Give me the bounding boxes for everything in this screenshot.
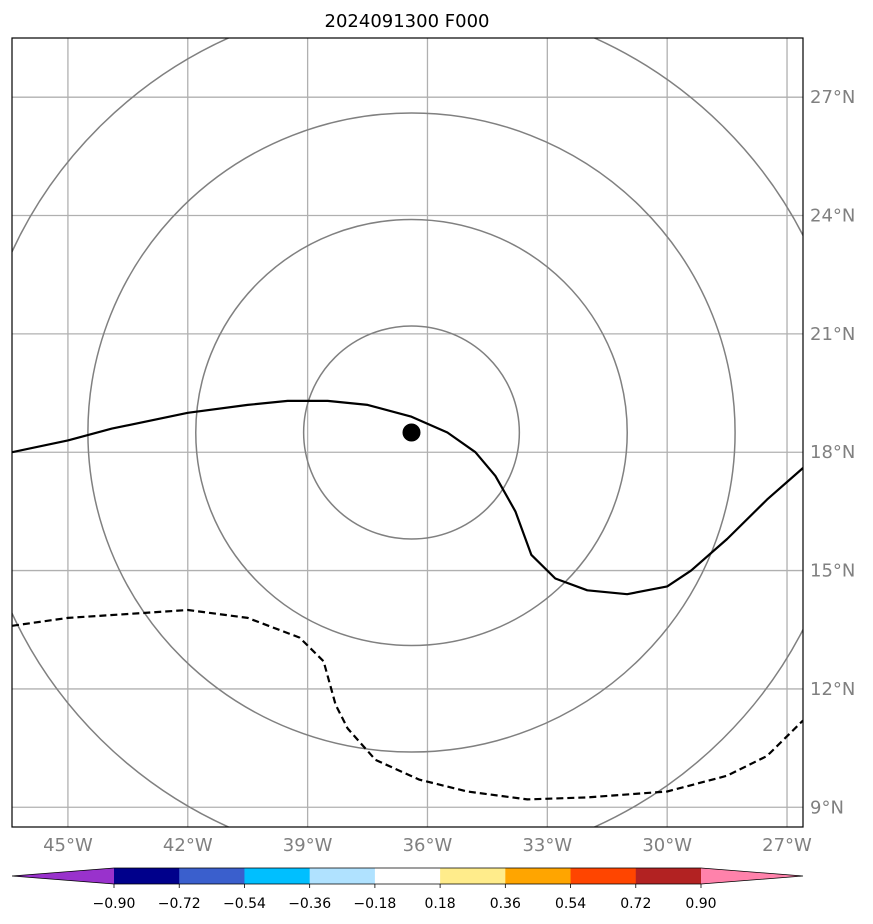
colorbar-label: −0.54 [223, 896, 266, 912]
colorbar-segment [114, 868, 180, 884]
colorbar-label: −0.18 [353, 896, 396, 912]
lon-tick-label: 27°W [762, 835, 812, 856]
colorbar-segment [440, 868, 506, 884]
colorbar-extend-low [12, 868, 114, 884]
colorbar-label: 0.18 [425, 896, 456, 912]
lat-tick-label: 15°N [810, 561, 855, 582]
gridlines [12, 38, 803, 827]
colorbar-segment [309, 868, 376, 884]
lat-tick-label: 9°N [810, 797, 844, 818]
colorbar-segment [570, 868, 637, 884]
lon-tick-label: 42°W [163, 835, 213, 856]
colorbar-label: −0.90 [93, 896, 136, 912]
colorbar-label: 0.90 [685, 896, 716, 912]
lat-tick-label: 12°N [810, 679, 855, 700]
colorbar-segment [244, 868, 311, 884]
colorbar-label: −0.72 [158, 896, 201, 912]
latitude-labels: 9°N 12°N 15°N 18°N 21°N 24°N 27°N [810, 87, 855, 818]
range-ring [87, 112, 736, 753]
colorbar-label: −0.36 [288, 896, 331, 912]
range-rings [12, 38, 803, 827]
contour-line-dashed [12, 608, 803, 801]
lon-tick-label: 30°W [642, 835, 692, 856]
lon-tick-label: 45°W [43, 835, 93, 856]
colorbar-segment [505, 868, 572, 884]
storm-center [402, 423, 421, 442]
colorbar: −0.90 −0.72 −0.54 −0.36 −0.18 0.18 0.36 0.54 0.7… [11, 867, 804, 912]
range-ring [302, 325, 521, 540]
lon-tick-label: 36°W [403, 835, 453, 856]
longitude-labels: 45°W 42°W 39°W 36°W 33°W 30°W 27°W [43, 835, 812, 856]
storm-center-marker [402, 423, 421, 442]
lat-tick-label: 18°N [810, 442, 855, 463]
range-ring [195, 218, 628, 647]
colorbar-label: 0.72 [620, 896, 651, 912]
map-frame [11, 37, 804, 828]
colorbar-label: 0.54 [555, 896, 586, 912]
lat-tick-label: 27°N [810, 87, 855, 108]
colorbar-segment [635, 868, 702, 884]
map-plot-area [11, 37, 804, 828]
lon-tick-label: 39°W [283, 835, 333, 856]
lat-tick-label: 24°N [810, 206, 855, 227]
contour-lines [12, 399, 803, 801]
map-title: 2024091300 F000 [325, 11, 490, 32]
colorbar-segment [179, 868, 245, 884]
colorbar-segment [374, 868, 441, 884]
lon-tick-label: 33°W [522, 835, 572, 856]
contour-line-solid [12, 399, 803, 596]
lat-tick-label: 21°N [810, 324, 855, 345]
colorbar-label: 0.36 [490, 896, 521, 912]
colorbar-extend-high [701, 868, 803, 884]
